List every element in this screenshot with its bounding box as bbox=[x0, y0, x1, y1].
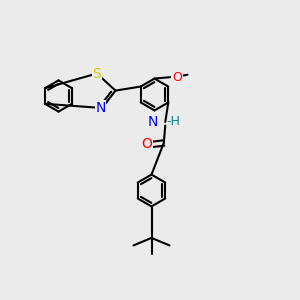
Text: O: O bbox=[141, 137, 152, 152]
Text: N: N bbox=[147, 115, 158, 129]
Text: O: O bbox=[172, 70, 182, 84]
Text: -H: -H bbox=[167, 116, 181, 128]
Text: S: S bbox=[92, 67, 101, 80]
Text: N: N bbox=[95, 101, 106, 115]
